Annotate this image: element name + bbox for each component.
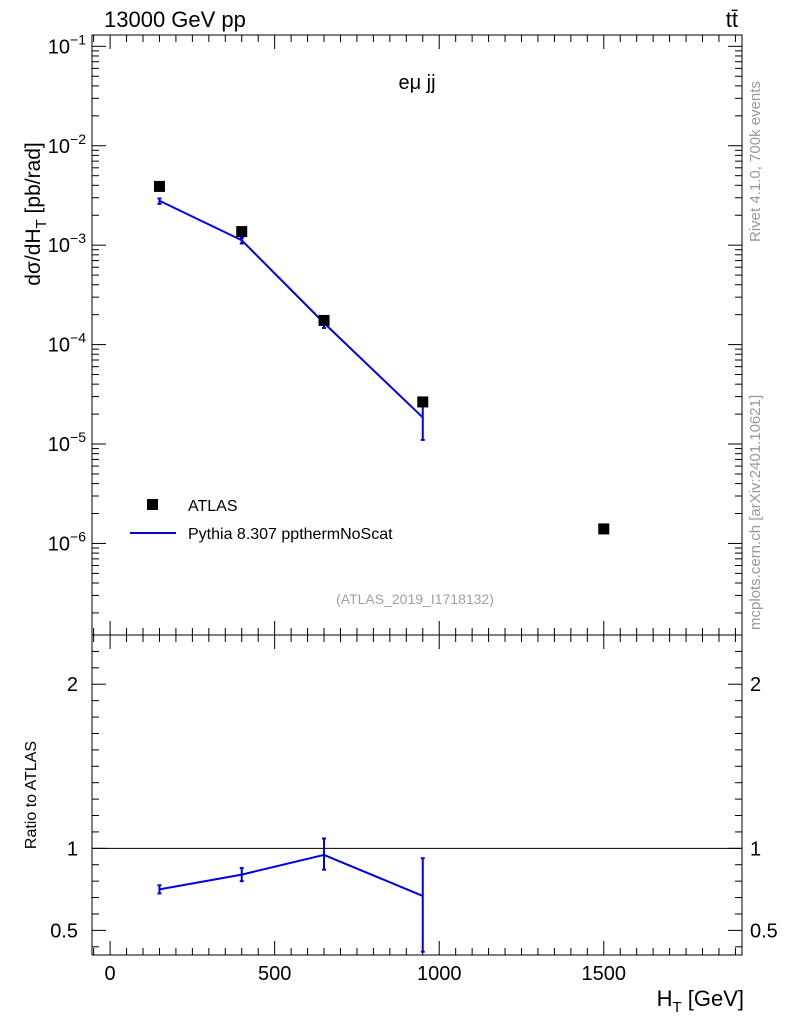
x-axis-label-main: H [657,986,673,1011]
legend-pythia-label: Pythia 8.307 ppthermNoScat [188,526,393,543]
ratio-panel: 0 500 1000 1500 2 2 1 1 0.5 0.5 [50,634,778,985]
ratio-y-tick-label-right: 2 [750,674,761,696]
ratio-y-axis-label: Ratio to ATLAS [23,741,40,849]
plot-title: eμ jj [398,72,435,94]
process-label: tt̄ [726,7,738,32]
atlas-data-point [598,523,610,535]
y-tick-label: 10−6 [48,528,86,555]
x-axis-label-unit: [GeV] [682,986,744,1011]
energy-label: 13000 GeV pp [104,7,246,32]
main-panel: 10−1 10−2 10−3 10−4 10−5 10−6 [48,31,743,636]
ratio-y-tick-label: 2 [67,674,78,696]
atlas-data-point [236,226,248,238]
main-frame [91,34,743,636]
ratio-y-tick-label-right: 0.5 [750,920,778,942]
x-tick-label: 1500 [582,963,627,985]
x-axis-label-sub: T [672,999,681,1016]
atlas-data-point [318,314,330,326]
legend-atlas-marker [147,499,158,510]
x-tick-label: 500 [258,963,291,985]
ratio-y-tick-label: 1 [67,838,78,860]
x-tick-label: 1000 [417,963,462,985]
y-tick-label: 10−5 [48,429,86,456]
pythia-line [159,199,424,419]
ratio-frame [91,634,743,956]
x-tick-label: 0 [105,963,116,985]
ratio-y-tick-label-right: 1 [750,838,761,860]
legend: ATLAS Pythia 8.307 ppthermNoScat [130,498,393,543]
x-axis-label: HT [GeV] [657,986,744,1016]
y-tick-label: 10−3 [48,230,86,257]
y-tick-label: 10−4 [48,330,86,357]
rivet-version-label: Rivet 4.1.0, 700k events [747,81,764,242]
y-axis-label-sub: T [33,219,50,228]
atlas-data-point [417,396,429,408]
y-tick-label: 10−2 [48,131,86,158]
mcplots-label: mcplots.cern.ch [arXiv:2401.10621] [747,394,764,630]
y-axis-label-unit: [pb/rad] [22,142,45,219]
ratio-y-tick-label: 0.5 [50,920,78,942]
y-axis-label: dσ/dHT [pb/rad] [22,142,50,286]
ratio-line [159,853,424,897]
y-axis-label-main: dσ/dH [22,228,45,285]
legend-atlas-label: ATLAS [188,498,238,515]
atlas-data-point [153,180,165,192]
y-tick-label: 10−1 [48,31,86,58]
analysis-watermark: (ATLAS_2019_I1718132) [336,591,494,607]
